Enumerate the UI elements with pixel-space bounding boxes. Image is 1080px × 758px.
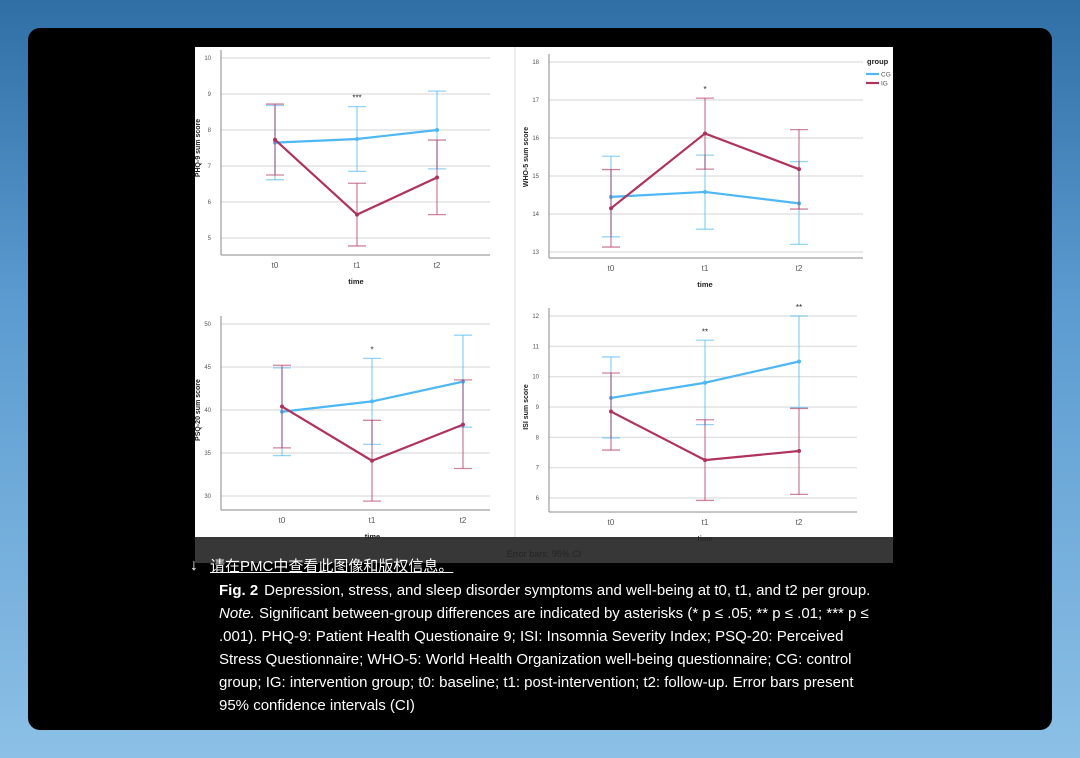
x-tick-label: t0 xyxy=(608,264,615,273)
y-axis-label: PSQ-20 sum score xyxy=(195,379,202,441)
data-point-CG xyxy=(797,359,801,364)
x-tick-label: t1 xyxy=(369,516,376,525)
x-tick-label: t0 xyxy=(272,261,279,270)
y-axis-label: PHQ-9 sum score xyxy=(195,119,202,177)
caption-text-2: Significant between-group differences ar… xyxy=(219,605,869,714)
x-tick-label: t2 xyxy=(796,518,803,527)
data-point-IG xyxy=(461,422,465,427)
y-tick-label: 35 xyxy=(204,451,211,457)
y-tick-label: 45 xyxy=(204,365,211,371)
data-point-IG xyxy=(797,448,801,453)
y-tick-label: 40 xyxy=(204,408,211,414)
significance-marker: ** xyxy=(796,303,802,312)
x-tick-label: t1 xyxy=(702,518,709,527)
significance-marker: *** xyxy=(352,94,361,103)
legend-label-IG: IG xyxy=(881,81,888,88)
caption-note-label: Note. xyxy=(219,605,255,622)
pmc-link-row[interactable]: ↓ 请在PMC中查看此图像和版权信息。 xyxy=(190,555,453,576)
data-point-CG xyxy=(703,380,707,385)
y-tick-label: 6 xyxy=(208,200,212,206)
data-point-IG xyxy=(280,404,284,409)
data-point-IG xyxy=(273,137,277,142)
y-axis-label: WHO-5 sum score xyxy=(523,127,530,187)
x-tick-label: t0 xyxy=(608,518,615,527)
y-tick-label: 50 xyxy=(204,322,211,328)
x-axis-label: time xyxy=(697,280,712,289)
data-point-IG xyxy=(435,175,439,180)
data-point-IG xyxy=(370,458,374,463)
y-tick-label: 10 xyxy=(532,375,539,381)
data-point-IG xyxy=(797,167,801,172)
x-axis-label: time xyxy=(348,277,363,286)
data-point-IG xyxy=(355,212,359,217)
y-tick-label: 17 xyxy=(532,98,539,104)
significance-marker: * xyxy=(370,345,373,354)
data-point-CG xyxy=(355,137,359,141)
x-tick-label: t1 xyxy=(702,264,709,273)
y-tick-label: 7 xyxy=(536,466,540,472)
legend-title: group xyxy=(867,57,889,66)
data-point-IG xyxy=(609,206,613,211)
x-tick-label: t2 xyxy=(796,264,803,273)
y-tick-label: 9 xyxy=(208,92,212,98)
pmc-copyright-link[interactable]: 请在PMC中查看此图像和版权信息。 xyxy=(210,558,454,575)
x-axis-label: time xyxy=(365,532,380,541)
x-tick-label: t2 xyxy=(434,261,441,270)
y-tick-label: 12 xyxy=(532,314,539,320)
significance-marker: * xyxy=(703,85,706,94)
y-tick-label: 15 xyxy=(532,174,539,180)
y-tick-label: 6 xyxy=(536,496,540,502)
data-point-IG xyxy=(609,409,613,414)
x-tick-label: t0 xyxy=(279,516,286,525)
data-point-CG xyxy=(703,189,707,194)
caption-label: Fig. 2 xyxy=(219,582,259,599)
data-point-IG xyxy=(703,131,707,136)
y-tick-label: 16 xyxy=(532,136,539,142)
x-tick-label: t1 xyxy=(354,261,361,270)
arrow-down-icon: ↓ xyxy=(190,556,198,574)
y-tick-label: 10 xyxy=(204,56,211,62)
y-tick-label: 9 xyxy=(536,405,540,411)
x-tick-label: t2 xyxy=(460,516,467,525)
y-axis-label: ISI sum score xyxy=(523,384,530,430)
y-tick-label: 8 xyxy=(208,128,212,134)
legend-label-CG: CG xyxy=(881,72,891,79)
figure-caption: Fig. 2 Depression, stress, and sleep diso… xyxy=(219,579,879,717)
y-tick-label: 11 xyxy=(533,344,540,350)
data-point-IG xyxy=(703,458,707,463)
y-tick-label: 18 xyxy=(532,60,539,66)
y-tick-label: 30 xyxy=(204,494,211,500)
caption-text: Depression, stress, and sleep disorder s… xyxy=(264,582,871,599)
figure-footer-overlay: Error bars: 95% CI xyxy=(195,537,893,563)
y-tick-label: 14 xyxy=(532,212,539,218)
y-tick-label: 13 xyxy=(532,250,539,256)
significance-marker: ** xyxy=(702,327,708,336)
y-tick-label: 8 xyxy=(536,435,540,441)
error-bars-note: Error bars: 95% CI xyxy=(506,549,582,559)
data-point-CG xyxy=(370,399,374,404)
y-tick-label: 5 xyxy=(208,236,212,242)
y-tick-label: 7 xyxy=(208,164,212,170)
data-point-CG xyxy=(435,128,439,132)
